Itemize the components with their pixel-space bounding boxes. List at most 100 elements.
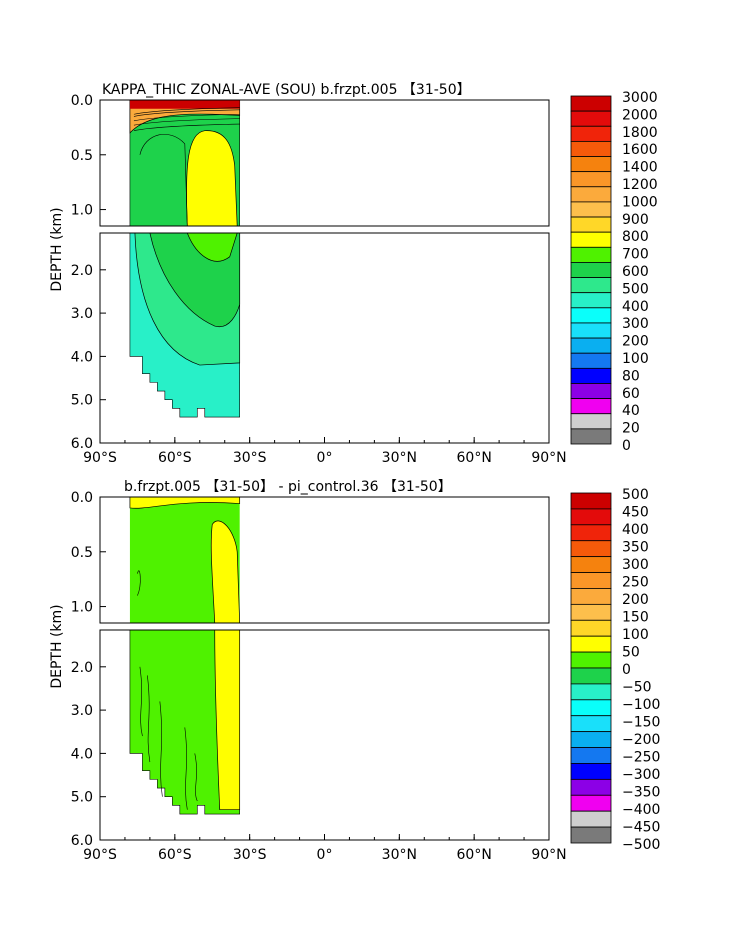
colorbar-label: 500 (622, 487, 649, 503)
y-tick-label: 0.5 (71, 545, 93, 561)
y-axis-label: DEPTH (km) (49, 604, 65, 688)
colorbar-label: 800 (622, 229, 649, 245)
colorbar-box (570, 556, 612, 573)
panel-kappa-thic: KAPPA_THIC ZONAL-AVE (SOU) b.frzpt.005 【… (49, 82, 658, 466)
colorbar-label: 60 (622, 386, 640, 402)
contour-line (133, 118, 240, 126)
y-tick-label: 0.0 (71, 93, 93, 109)
colorbar-label: 250 (622, 575, 649, 591)
panel-title: b.frzpt.005 【31-50】 - pi_control.36 【31-… (124, 479, 452, 495)
y-tick-label: 1.0 (71, 203, 93, 219)
colorbar-label: 20 (622, 421, 640, 437)
region-surface-positive (129, 497, 241, 509)
colorbar-box (570, 352, 612, 369)
colorbar-box (570, 171, 612, 188)
colorbar-box (570, 794, 612, 812)
colorbar-label: 1000 (622, 194, 658, 210)
colorbar-box (570, 95, 612, 112)
x-tick-label: 30°N (382, 847, 417, 863)
colorbar-box (570, 826, 612, 844)
colorbar-label: 3000 (622, 90, 658, 106)
x-tick-label: 0° (317, 847, 333, 863)
colorbar-label: 1200 (622, 177, 658, 193)
region-positive (214, 630, 241, 811)
colorbar-box (570, 572, 612, 589)
colorbar-box (570, 428, 612, 445)
colorbar-label: 100 (622, 627, 649, 643)
x-tick-label: 90°S (83, 847, 117, 863)
colorbar-box (570, 667, 612, 685)
colorbar-label: 80 (622, 368, 640, 384)
x-tick-label: 60°S (158, 847, 192, 863)
colorbar-box (570, 216, 612, 233)
x-tick-label: 90°N (531, 450, 566, 466)
colorbar-box (570, 540, 612, 558)
colorbar-box (570, 699, 612, 717)
contour-line (159, 701, 163, 797)
panel-difference: b.frzpt.005 【31-50】 - pi_control.36 【31-… (49, 479, 660, 863)
frame-upper (99, 496, 550, 624)
colorbar-label: 400 (622, 522, 649, 538)
colorbar-box (570, 635, 612, 653)
colorbar-label: 0 (622, 662, 631, 678)
colorbar-box (570, 508, 612, 526)
colorbar-label: 100 (622, 351, 649, 367)
colorbar-label: 500 (622, 281, 649, 297)
y-tick-label: 0.5 (71, 148, 93, 164)
lower-field (129, 233, 241, 418)
colorbar-label: −300 (622, 767, 660, 783)
x-tick-label: 30°S (233, 847, 267, 863)
colorbar-box (570, 201, 612, 218)
colorbar-box (570, 110, 612, 127)
colorbar-label: −250 (622, 750, 660, 766)
colorbar-label: −450 (622, 820, 660, 836)
contour-line (147, 675, 151, 763)
y-tick-label: 3.0 (71, 306, 93, 322)
y-tick-label: 1.0 (71, 600, 93, 616)
x-tick-label: 60°S (158, 450, 192, 466)
colorbar-box (570, 367, 612, 384)
colorbar-label: 700 (622, 247, 649, 263)
colorbar-box (570, 337, 612, 354)
colorbar-label: 1400 (622, 160, 658, 176)
colorbar-box (570, 603, 612, 621)
lower-field (129, 630, 241, 815)
upper-field (129, 497, 241, 623)
region-positive (210, 520, 241, 623)
colorbar-label: 2000 (622, 107, 658, 123)
colorbar-box (570, 383, 612, 400)
colorbar-box (570, 140, 612, 157)
contour-line (133, 107, 240, 115)
colorbar-label: −500 (622, 837, 660, 853)
y-tick-label: 6.0 (71, 436, 93, 452)
contour-line (133, 109, 240, 117)
colorbar-box (570, 651, 612, 669)
colorbar-box (570, 292, 612, 309)
region-core (186, 130, 238, 226)
colorbar-label: 350 (622, 540, 649, 556)
y-tick-label: 3.0 (71, 703, 93, 719)
y-tick-label: 2.0 (71, 263, 93, 279)
y-tick-label: 4.0 (71, 349, 93, 365)
colorbar-box (570, 492, 612, 510)
colorbar-box (570, 524, 612, 542)
x-tick-label: 0° (317, 450, 333, 466)
colorbar-box (570, 246, 612, 263)
colorbar-box (570, 125, 612, 142)
colorbar-label: 900 (622, 212, 649, 228)
colorbar-box (570, 747, 612, 764)
region-core-lower (186, 233, 238, 262)
contour-line (133, 123, 240, 131)
colorbar-box (570, 322, 612, 339)
y-axis-label: DEPTH (km) (49, 207, 65, 291)
contour-line (194, 753, 198, 802)
colorbar-box (570, 731, 612, 748)
x-tick-label: 30°S (233, 450, 267, 466)
y-tick-label: 4.0 (71, 746, 93, 762)
colorbar-box (570, 810, 612, 828)
x-tick-label: 90°N (531, 847, 566, 863)
colorbar-box (570, 398, 612, 415)
colorbar-box (570, 683, 612, 701)
colorbar-box (570, 778, 612, 796)
